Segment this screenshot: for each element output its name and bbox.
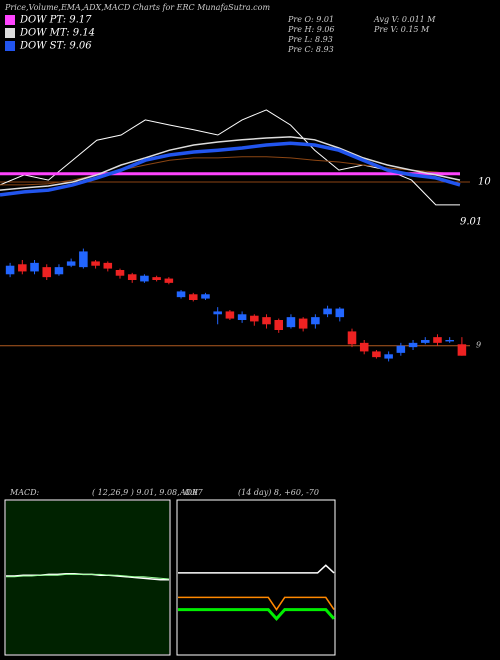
candle-body [79,251,88,268]
info: Pre L: 8.93 [287,35,333,44]
panel-background [6,501,169,654]
candle-body [5,265,15,275]
macd-params: ( 12,26,9 ) 9.01, 9.08, -0.07 [92,488,204,497]
legend-label: DOW MT: 9.14 [19,28,95,39]
candle-body [213,311,222,315]
candle-body [298,318,308,329]
candle-body [225,311,235,319]
series-line [6,573,170,580]
candle-body [408,342,418,348]
candle-body [433,337,442,343]
series-line [178,564,335,574]
candle-body [164,278,174,283]
series-line [178,596,335,611]
price-label: 9.01 [460,217,482,228]
candle-body [420,340,430,343]
candle-body [18,264,27,272]
macd-label: MACD: [9,488,40,497]
candle-body [237,314,247,320]
candle-body [372,351,381,358]
series-line [0,141,461,197]
candle-body [262,317,271,325]
candle-body [335,308,345,318]
candle-body [384,354,393,359]
info: Avg V: 0.011 M [373,15,436,24]
candle-body [457,344,467,356]
candle-body [127,274,137,280]
y-tick-label: 10 [478,176,491,187]
legend-swatch [5,28,15,38]
info: Pre C: 8.93 [287,45,334,54]
candle-body [42,267,52,278]
legend-label: DOW ST: 9.06 [19,41,92,52]
y-tick-label: 9 [476,341,481,350]
candle-body [323,308,332,315]
adx-label: ADX [179,488,198,497]
panel-background [178,501,334,654]
series-line [178,608,336,622]
candle-body [445,340,454,342]
adx-params: (14 day) 8, +60, -70 [238,488,319,497]
candle-body [176,291,186,298]
legend-swatch [5,41,15,51]
macd-panel-frame [4,499,171,656]
candle-body [396,345,406,353]
candle-body [30,262,39,272]
legend-label: DOW PT: 9.17 [19,15,92,26]
candle-body [66,261,76,266]
candle-body [103,262,113,269]
candle-body [250,315,259,322]
legend-swatch [5,15,15,25]
info: Pre H: 9.06 [287,25,335,34]
chart-title: Price,Volume,EMA,ADX,MACD Charts for ERC… [4,3,270,12]
candle-body [347,331,357,345]
candle-body [54,267,64,275]
candle-body [359,342,369,352]
candle-body [152,277,161,280]
candle-body [274,320,284,330]
candle-body [188,294,198,300]
candle-body [115,270,125,276]
series-line [0,136,461,191]
adx-panel-frame [176,499,336,656]
info: Pre V: 0.15 M [373,25,430,34]
info: Pre O: 9.01 [287,15,334,24]
candle-body [311,317,320,325]
candle-body [286,317,296,328]
candle-body [91,261,100,266]
candle-body [201,294,210,299]
candle-body [140,275,149,282]
